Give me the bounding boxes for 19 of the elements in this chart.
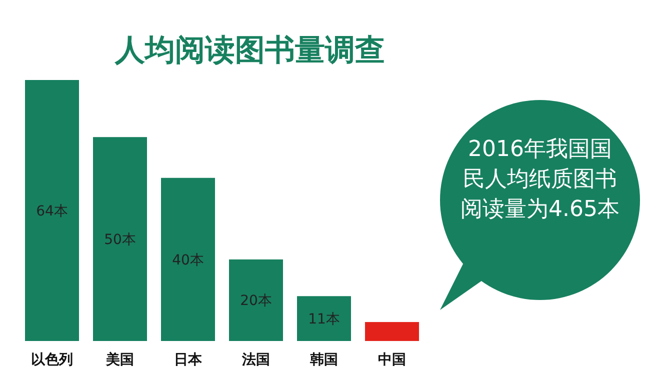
data-label: 50本 [104, 232, 136, 248]
x-tick-label: 美国 [105, 351, 134, 368]
bar [93, 137, 147, 341]
x-tick-label: 以色列 [31, 352, 73, 368]
x-tick-label: 韩国 [309, 352, 338, 368]
text: 2016年我国国民人均纸质图书阅读量为4.65本 [460, 136, 620, 224]
bar [25, 80, 79, 341]
chart-title: 人均阅读图书量调查 [114, 33, 385, 68]
bar [229, 259, 283, 341]
data-label: 11本 [308, 312, 340, 328]
bar [297, 296, 351, 341]
x-tick-label: 中国 [378, 352, 406, 368]
x-tick-label: 法国 [241, 352, 270, 368]
x-tick-label: 日本 [174, 352, 203, 368]
bar [365, 322, 419, 341]
data-label: 20本 [240, 293, 272, 310]
data-label: 64本 [36, 204, 68, 220]
bar [161, 178, 215, 341]
data-label: 40本 [172, 252, 204, 268]
